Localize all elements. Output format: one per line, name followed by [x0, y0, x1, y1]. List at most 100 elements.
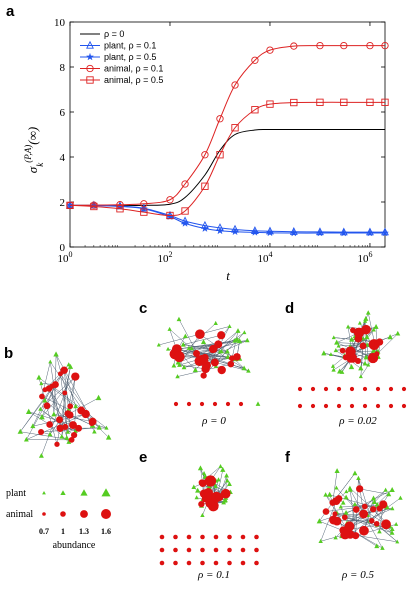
data-point [86, 64, 94, 73]
series-line [69, 204, 385, 234]
data-point [201, 182, 209, 190]
plant-node [334, 485, 339, 490]
plant-node [235, 328, 241, 333]
plant-node [244, 337, 250, 343]
animal-node [322, 508, 330, 515]
isolated-animal-node [336, 403, 342, 409]
series-3 [66, 41, 389, 210]
data-point [251, 56, 259, 64]
plant-node [336, 343, 341, 348]
network-edge [360, 345, 364, 369]
plant-node [338, 504, 343, 509]
isolated-animal-node [173, 534, 178, 540]
data-point [231, 124, 239, 132]
network-edge [199, 326, 230, 335]
plant-node [200, 339, 207, 345]
plant-node [374, 543, 380, 549]
caption-e: ρ = 0.1 [197, 569, 230, 581]
plant-node [38, 406, 43, 411]
plant-node [221, 499, 227, 505]
isolated-animal-node [200, 560, 205, 566]
plant-node [92, 429, 97, 434]
key-plant-mark [101, 488, 111, 497]
legend-label: plant, ρ = 0.1 [104, 41, 156, 51]
network-edge [55, 354, 57, 385]
plant-node [339, 369, 345, 374]
isolated-animal-node [200, 547, 205, 553]
network-edge [41, 392, 66, 456]
plant-node [104, 425, 109, 430]
plant-node [377, 529, 382, 534]
plant-node [323, 492, 328, 497]
plant-node [363, 315, 369, 321]
plant-node [200, 512, 205, 517]
data-point [200, 224, 209, 232]
network-edge [176, 348, 228, 358]
plant-node [343, 494, 349, 500]
plant-node [181, 364, 187, 370]
data-point [181, 219, 190, 227]
animal-node [198, 500, 205, 508]
network-edge [359, 488, 389, 495]
panel-letter-e: e [139, 449, 147, 466]
key-animal-mark [101, 509, 111, 519]
caption-c: ρ = 0 [201, 415, 226, 427]
plant-node [23, 436, 29, 442]
plant-node [73, 403, 79, 409]
isolated-animal-node [159, 547, 165, 553]
isolated-animal-node [401, 403, 407, 409]
network-edge [179, 323, 216, 357]
network-edge [55, 354, 71, 407]
animal-node [381, 519, 391, 530]
plant-node [192, 367, 199, 373]
animal-node [68, 436, 75, 443]
animal-node [215, 493, 224, 502]
network-f [316, 468, 403, 550]
isolated-animal-node [186, 401, 192, 407]
data-point [201, 151, 209, 159]
plant-node [358, 374, 363, 379]
network-edge [158, 333, 200, 346]
panel-letter-b: b [4, 345, 13, 362]
key-plant-mark [60, 490, 66, 495]
isolated-animal-node [349, 403, 355, 409]
animal-node [375, 338, 384, 346]
plant-node [356, 475, 361, 480]
plant-node [331, 335, 336, 340]
key-animal-mark [80, 510, 88, 518]
plant-node [234, 336, 240, 342]
plant-node [201, 471, 207, 476]
animal-node [54, 441, 60, 447]
animal-node [199, 355, 209, 364]
data-point [230, 227, 240, 236]
plant-node [236, 338, 243, 344]
isolated-animal-node [173, 560, 178, 566]
network-edge [20, 370, 65, 432]
plant-node [66, 439, 72, 444]
data-point [166, 211, 174, 220]
plant-node [380, 545, 385, 550]
plant-node [390, 506, 395, 511]
data-point [365, 228, 374, 237]
plant-node [171, 362, 177, 368]
data-point [86, 40, 94, 49]
data-point [289, 228, 298, 237]
isolated-animal-node [401, 386, 407, 392]
plant-node [330, 363, 336, 368]
plant-node [395, 330, 401, 336]
animal-node [352, 506, 360, 513]
plant-node [321, 350, 327, 356]
plant-node [42, 397, 48, 403]
plant-node [389, 530, 395, 535]
plant-node [334, 468, 340, 473]
network-nodes [297, 310, 407, 409]
animal-node [71, 432, 78, 439]
network-edge [320, 500, 337, 542]
plant-node [191, 484, 197, 489]
isolated-animal-node [240, 534, 246, 540]
plant-node [357, 320, 362, 325]
data-point [116, 201, 124, 209]
key-animal-label: animal [6, 509, 33, 520]
network-d [297, 310, 407, 409]
isolated-animal-node [173, 401, 179, 407]
